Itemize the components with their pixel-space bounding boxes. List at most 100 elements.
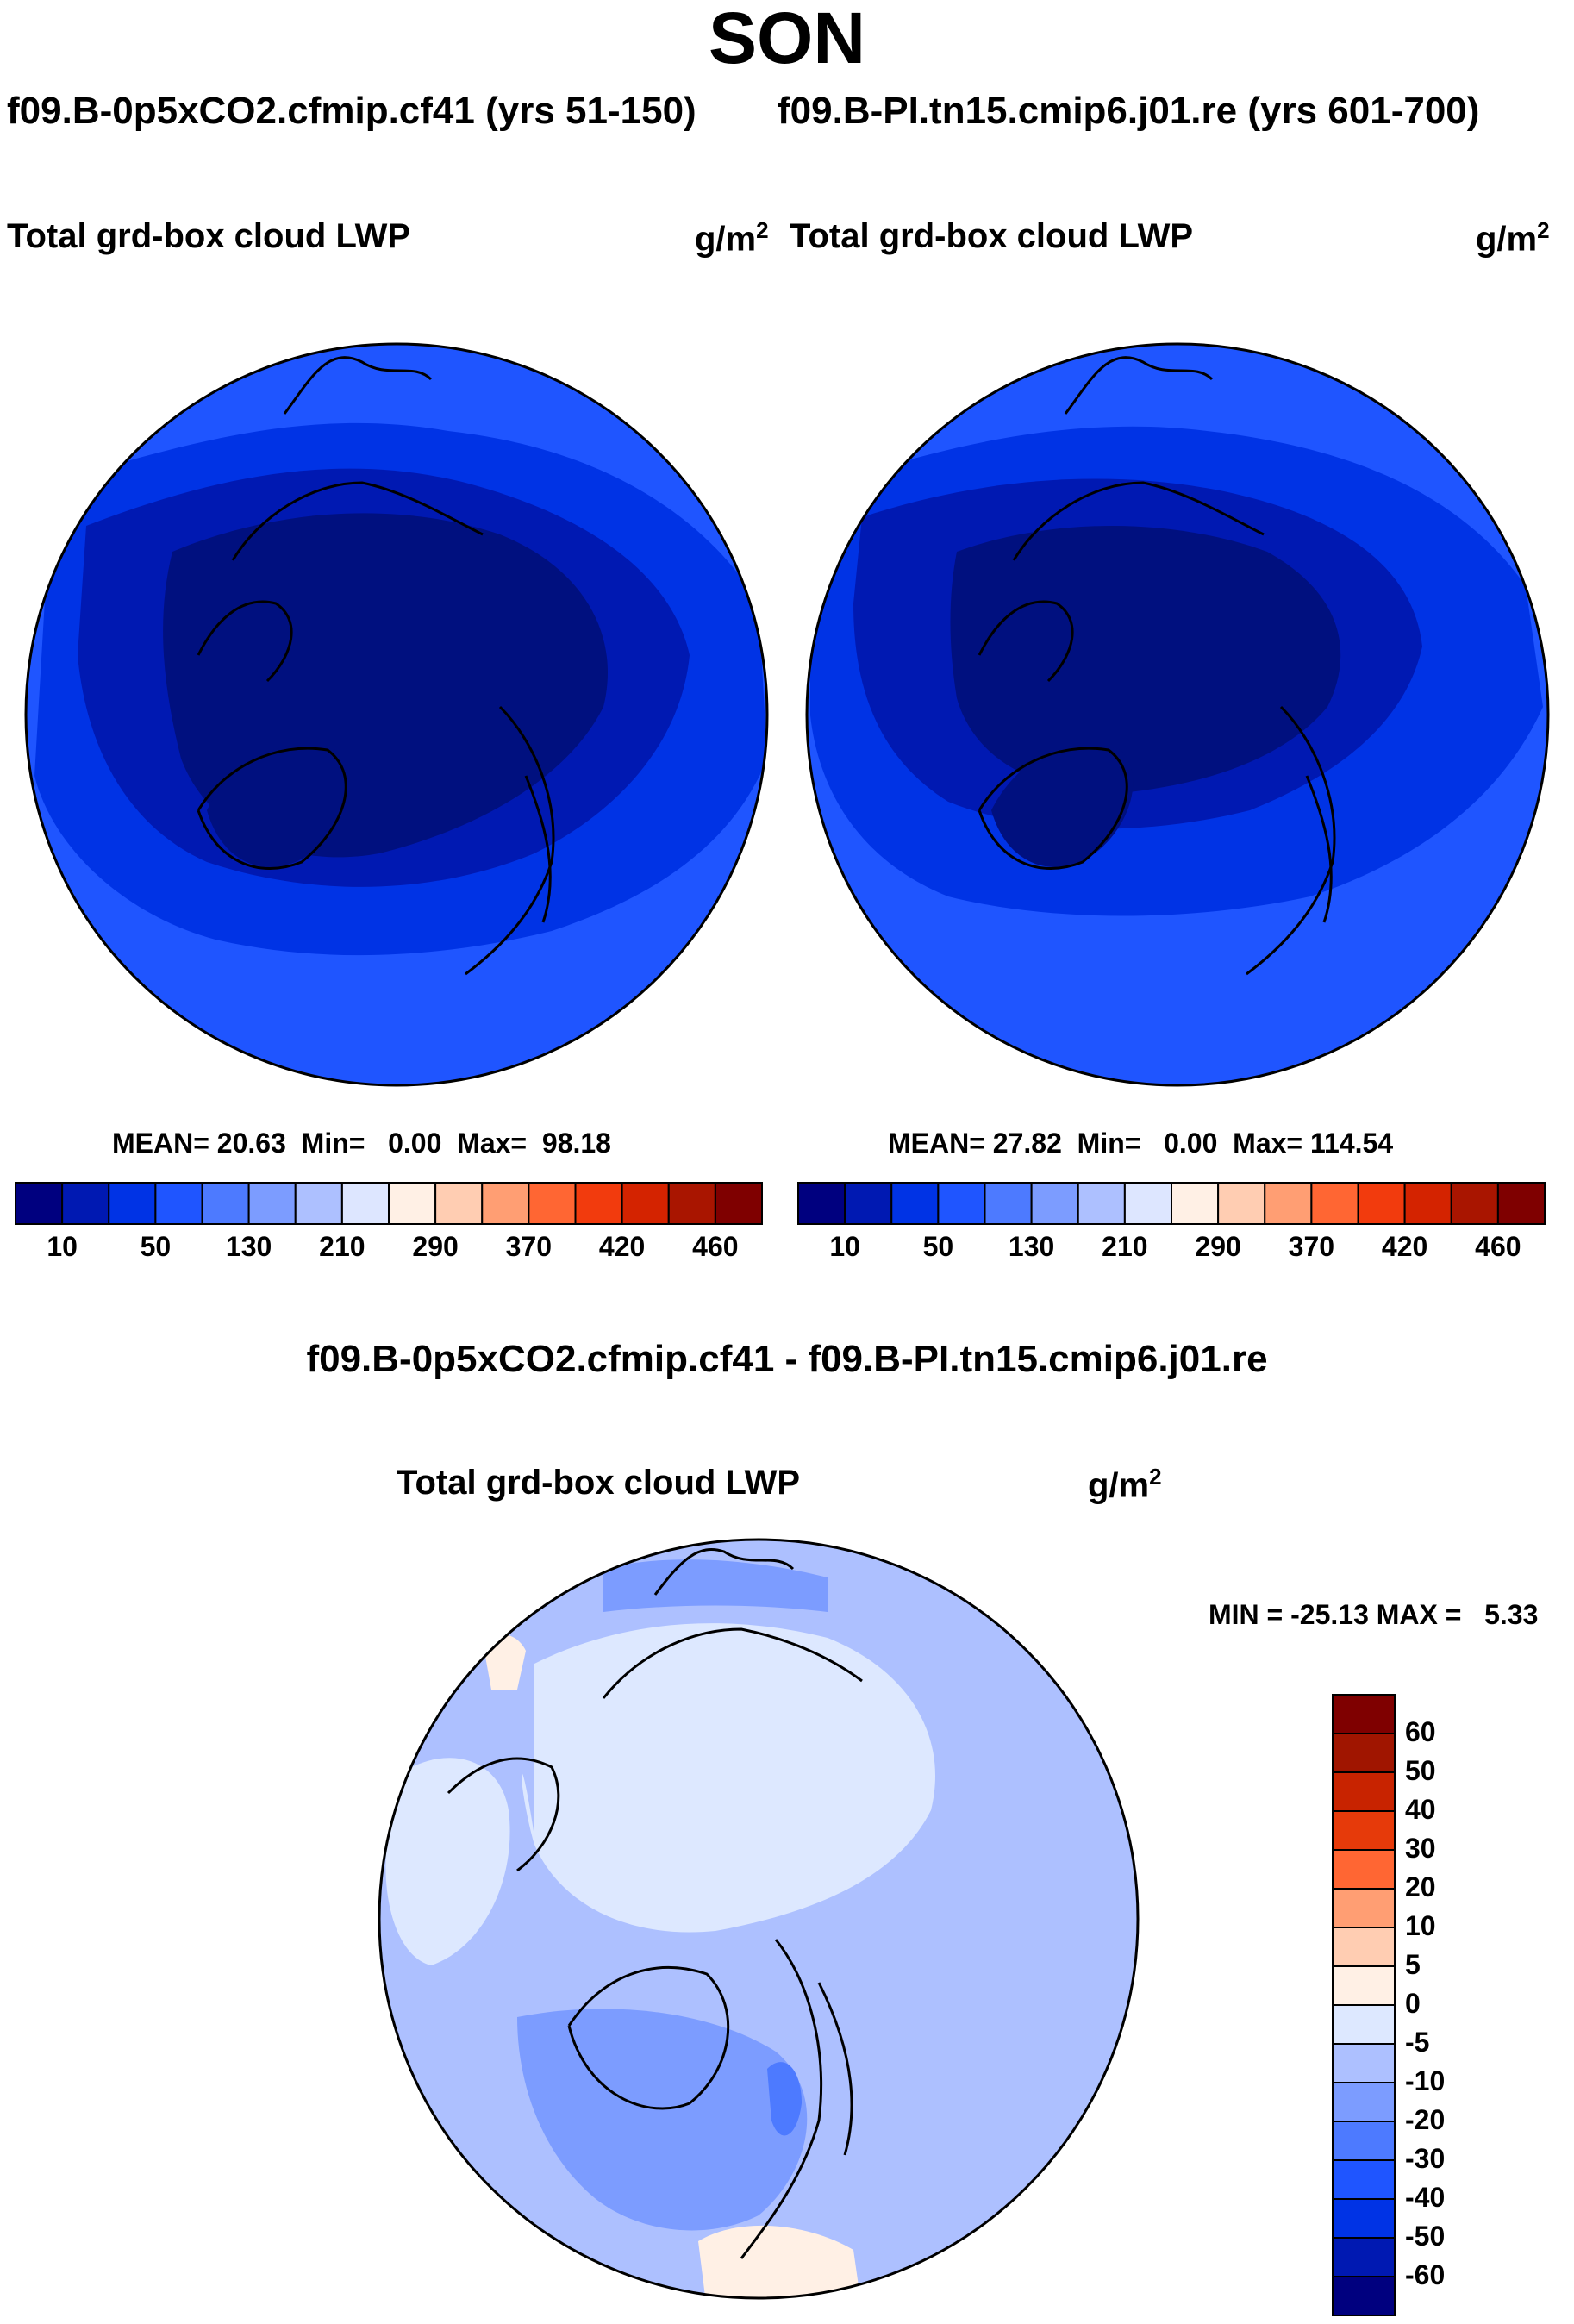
- colorbar-abs-right-swatch: [1077, 1182, 1126, 1225]
- left-run-title: f09.B-0p5xCO2.cfmip.cf41 (yrs 51-150): [7, 90, 696, 132]
- colorbar-diff-tick-label: 40: [1405, 1794, 1436, 1825]
- left-units-label: g/m2: [695, 217, 769, 259]
- colorbar-diff-swatch: [1332, 1927, 1396, 1967]
- colorbar-abs-left-swatch: [528, 1182, 577, 1225]
- colorbar-abs-right-swatch: [1403, 1182, 1452, 1225]
- diff-title: f09.B-0p5xCO2.cfmip.cf41 - f09.B-PI.tn15…: [306, 1338, 1268, 1380]
- colorbar-abs-right-tick-label: 290: [1195, 1231, 1241, 1262]
- colorbar-abs-left-swatch: [15, 1182, 64, 1225]
- left-mean-label: MEAN=: [112, 1128, 209, 1159]
- colorbar-abs-left-tick-label: 290: [412, 1231, 459, 1262]
- colorbar-abs-left-tick-label: 10: [47, 1231, 78, 1262]
- diff-minmax-label: MIN = -25.13 MAX = 5.33: [1209, 1599, 1539, 1630]
- colorbar-diff-swatch: [1332, 2043, 1396, 2083]
- colorbar-abs-left-swatch: [294, 1182, 343, 1225]
- left-mean-value: 20.63: [216, 1128, 286, 1159]
- colorbar-abs-right-tick-label: 50: [922, 1231, 954, 1262]
- right-map-border: [805, 342, 1550, 1087]
- colorbar-abs-left-swatch: [61, 1182, 110, 1225]
- diff-polar-map: [379, 1540, 1138, 2298]
- right-units-label: g/m2: [1476, 217, 1550, 259]
- colorbar-abs-right-tick-label: 210: [1102, 1231, 1148, 1262]
- colorbar-abs-right-swatch: [937, 1182, 986, 1225]
- colorbar-abs-right-swatch: [984, 1182, 1033, 1225]
- colorbar-abs-right-swatches: [797, 1182, 1546, 1225]
- colorbar-diff-swatch: [1332, 1694, 1396, 1734]
- colorbar-diff-tick-label: 5: [1405, 1949, 1421, 1980]
- colorbar-diff-tick-label: -5: [1405, 2027, 1430, 2058]
- colorbar-diff-swatch: [1332, 1810, 1396, 1851]
- colorbar-abs-right-swatch: [1264, 1182, 1313, 1225]
- diff-units-base: g/m: [1088, 1466, 1150, 1505]
- colorbar-diff-swatch: [1332, 2237, 1396, 2277]
- colorbar-diff-swatch: [1332, 2198, 1396, 2239]
- colorbar-abs-right-swatch: [890, 1182, 940, 1225]
- right-units-base: g/m: [1476, 220, 1538, 259]
- colorbar-abs-left-tick-label: 460: [692, 1231, 739, 1262]
- colorbar-diff-swatch: [1332, 2276, 1396, 2316]
- colorbar-abs-left-swatch: [388, 1182, 437, 1225]
- colorbar-abs-right-swatch: [1171, 1182, 1220, 1225]
- colorbar-diff-tick-label: 20: [1405, 1871, 1436, 1902]
- colorbar-abs-right-swatch: [844, 1182, 893, 1225]
- right-max-label: Max=: [1233, 1128, 1303, 1159]
- left-max-value: 98.18: [541, 1128, 611, 1159]
- colorbar-abs-right-swatch: [1030, 1182, 1079, 1225]
- colorbar-diff-tick-label: -50: [1405, 2221, 1446, 2252]
- colorbar-abs-left-swatch: [434, 1182, 484, 1225]
- colorbar-diff-tick-label: 60: [1405, 1716, 1436, 1747]
- colorbar-diff-swatch: [1332, 1888, 1396, 1928]
- colorbar-abs-left-swatches: [15, 1182, 763, 1225]
- colorbar-abs-right-swatch: [1217, 1182, 1266, 1225]
- left-min-value: 0.00: [388, 1128, 442, 1159]
- colorbar-abs-left-swatch: [201, 1182, 250, 1225]
- left-polar-map: [26, 344, 767, 1085]
- diff-map-strong-north: [603, 1559, 828, 1612]
- left-coastlines: [197, 356, 555, 976]
- colorbar-abs-left-tick-label: 130: [225, 1231, 272, 1262]
- right-stats: MEAN= 27.82 Min= 0.00 Max= 114.54: [888, 1128, 1393, 1159]
- colorbar-abs-right-swatch: [1450, 1182, 1499, 1225]
- diff-map-strong-band: [517, 2009, 808, 2231]
- right-min-value: 0.00: [1164, 1128, 1218, 1159]
- season-title: SON: [708, 0, 866, 78]
- diff-map-positive-south: [698, 2225, 862, 2298]
- colorbar-abs-left-swatch: [714, 1182, 763, 1225]
- colorbar-diff-tick-label: 10: [1405, 1910, 1436, 1941]
- colorbar-abs-left-tick-label: 420: [598, 1231, 646, 1262]
- colorbar-diff-tick-label: -40: [1405, 2182, 1446, 2213]
- left-stats: MEAN= 20.63 Min= 0.00 Max= 98.18: [112, 1128, 611, 1159]
- colorbar-diff-swatch: [1332, 1771, 1396, 1812]
- colorbar-abs-right-tick-label: 10: [829, 1231, 860, 1262]
- right-greenland: [991, 744, 1134, 867]
- colorbar-abs-left-swatch: [621, 1182, 670, 1225]
- colorbar-abs-left-swatch: [574, 1182, 623, 1225]
- left-min-label: Min=: [301, 1128, 365, 1159]
- colorbar-diff-swatch: [1332, 2159, 1396, 2200]
- colorbar-diff-tick-label: -30: [1405, 2143, 1446, 2174]
- colorbar-abs-left-tick-label: 50: [140, 1231, 172, 1262]
- colorbar-diff-swatch: [1332, 2082, 1396, 2122]
- colorbar-abs-left-swatch: [154, 1182, 203, 1225]
- right-coastlines: [978, 356, 1336, 976]
- diff-map-stronger-spot: [767, 2062, 802, 2136]
- right-mean-value: 27.82: [992, 1128, 1062, 1159]
- colorbar-abs-left-tick-label: 370: [505, 1231, 553, 1262]
- left-greenland: [207, 744, 349, 867]
- colorbar-diff-swatch: [1332, 2004, 1396, 2045]
- colorbar-diff-tick-label: 30: [1405, 1833, 1436, 1864]
- colorbar-abs-right-swatch: [1310, 1182, 1359, 1225]
- diff-map-light-west: [385, 1758, 510, 1965]
- diff-units-exp: 2: [1149, 1464, 1162, 1490]
- left-units-base: g/m: [695, 220, 757, 259]
- right-units-exp: 2: [1537, 217, 1550, 243]
- diff-variable-label: Total grd-box cloud LWP: [397, 1464, 801, 1502]
- colorbar-abs-right-swatch: [1123, 1182, 1172, 1225]
- right-variable-label: Total grd-box cloud LWP: [790, 217, 1194, 255]
- right-map-core: [950, 526, 1341, 793]
- right-polar-map: [807, 344, 1548, 1085]
- colorbar-abs-left-tick-label: 210: [319, 1231, 365, 1262]
- right-mean-label: MEAN=: [888, 1128, 985, 1159]
- colorbar-diff-swatch: [1332, 1733, 1396, 1773]
- colorbar-diff-tick-label: 0: [1405, 1988, 1421, 2019]
